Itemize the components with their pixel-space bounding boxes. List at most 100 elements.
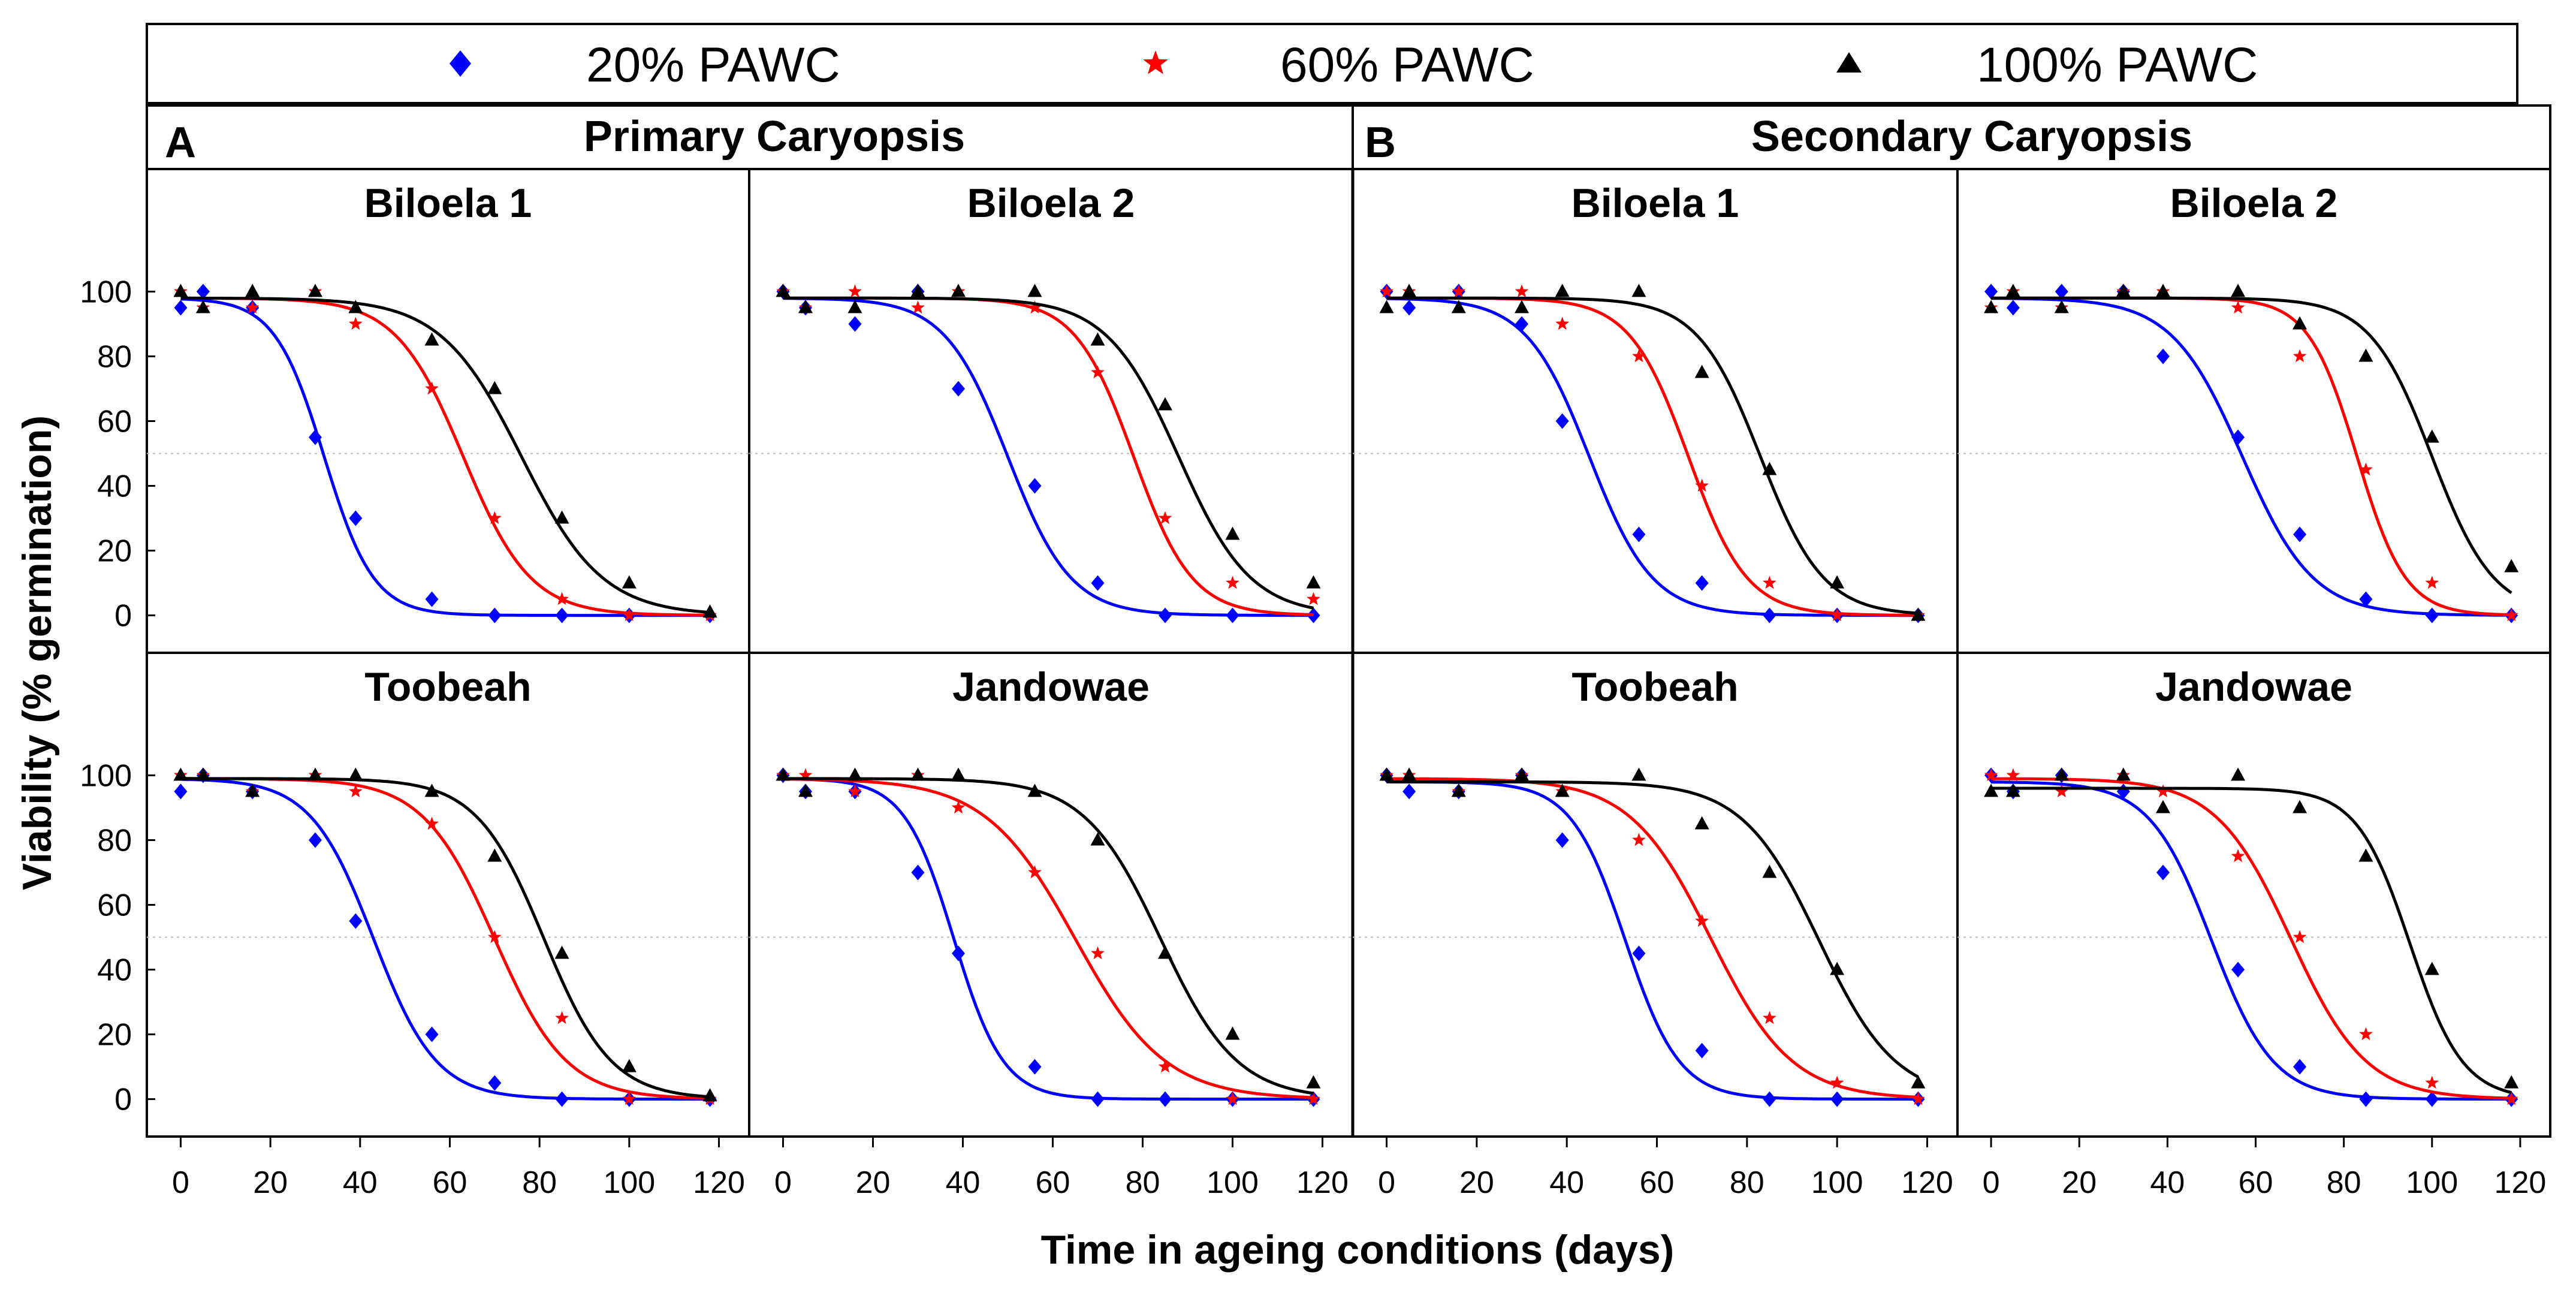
data-point-20-pawc	[2156, 348, 2170, 364]
x-tick-label: 80	[1126, 1165, 1160, 1200]
x-tick-label: 40	[946, 1165, 981, 1200]
data-point-100-pawc	[1027, 284, 1042, 297]
data-point-20-pawc	[174, 300, 188, 316]
data-point-100-pawc	[487, 381, 502, 394]
data-point-60-pawc	[848, 784, 862, 798]
y-axis-title: Viability (% germination)	[14, 415, 60, 890]
data-point-20-pawc	[1984, 284, 1998, 300]
data-point-100-pawc	[1762, 864, 1777, 878]
data-point-60-pawc	[2231, 849, 2245, 863]
data-point-60-pawc	[622, 608, 637, 622]
data-point-60-pawc	[2504, 608, 2518, 622]
data-point-60-pawc	[2231, 300, 2245, 314]
data-point-20-pawc	[1402, 300, 1416, 316]
y-tick-label: 20	[97, 1018, 132, 1053]
x-tick-label: 20	[856, 1165, 891, 1200]
fit-curve-20-pawc	[783, 777, 1314, 1101]
data-point-60-pawc	[2504, 1092, 2518, 1105]
fit-curve-100-pawc	[783, 296, 1314, 610]
x-tick-label: 60	[2239, 1165, 2273, 1200]
data-point-60-pawc	[555, 1011, 569, 1024]
data-point-100-pawc	[1451, 300, 1466, 314]
data-point-60-pawc	[1632, 349, 1646, 363]
data-point-60-pawc	[2293, 930, 2307, 944]
data-point-100-pawc	[1090, 832, 1105, 846]
fit-curve-60-pawc	[783, 296, 1314, 616]
data-point-100-pawc	[622, 575, 637, 589]
x-axis-title: Time in ageing conditions (days)	[1041, 1227, 1675, 1273]
data-point-60-pawc	[2006, 768, 2020, 782]
data-point-100-pawc	[951, 767, 966, 781]
data-point-100-pawc	[1984, 300, 1999, 314]
y-tick-label: 60	[97, 404, 132, 439]
data-point-100-pawc	[847, 767, 862, 781]
x-axis: 0 20 40 60 80 100 120 0 20 40 60 80 100 120 0 20 40 60 80 1…	[172, 1137, 2546, 1200]
data-point-100-pawc	[1911, 1075, 1926, 1089]
data-point-60-pawc	[425, 816, 439, 830]
legend-label-20: 20% PAWC	[586, 38, 840, 92]
data-point-20-pawc	[174, 783, 188, 800]
data-point-60-pawc	[798, 768, 813, 782]
section-letter-b: B	[1365, 119, 1396, 167]
x-tick-label: 0	[172, 1165, 189, 1200]
data-point-60-pawc	[1380, 284, 1393, 298]
data-point-100-pawc	[1830, 962, 1845, 975]
data-point-100-pawc	[1830, 575, 1845, 589]
data-point-20-pawc	[848, 316, 862, 332]
data-point-20-pawc	[1555, 832, 1569, 848]
data-point-100-pawc	[1225, 526, 1240, 540]
data-point-100-pawc	[2005, 783, 2020, 797]
data-point-100-pawc	[348, 767, 363, 781]
data-point-100-pawc	[2504, 559, 2519, 572]
data-point-100-pawc	[622, 1059, 637, 1072]
y-tick-label: 40	[97, 953, 132, 988]
data-point-100-pawc	[554, 510, 569, 524]
section-header-a-box	[146, 104, 1354, 170]
data-point-20-pawc	[555, 607, 569, 623]
data-point-100-pawc	[1158, 945, 1172, 959]
data-point-100-pawc	[195, 767, 210, 781]
data-point-60-pawc	[1307, 1092, 1320, 1105]
data-point-100-pawc	[1306, 1075, 1321, 1089]
data-point-20-pawc	[1695, 575, 1709, 591]
data-point-60-pawc	[1763, 1011, 1776, 1024]
data-point-60-pawc	[1226, 1092, 1239, 1105]
x-tick-label: 40	[343, 1165, 378, 1200]
data-point-60-pawc	[2425, 1075, 2439, 1089]
data-point-20-pawc	[425, 1026, 439, 1042]
data-point-100-pawc	[307, 284, 322, 297]
data-point-60-pawc	[2055, 784, 2069, 798]
data-point-20-pawc	[2425, 1091, 2439, 1107]
legend-diamond-marker	[450, 50, 471, 77]
data-point-20-pawc	[1028, 1059, 1042, 1075]
data-point-20-pawc	[911, 864, 925, 881]
data-point-60-pawc	[1158, 1059, 1172, 1073]
data-point-100-pawc	[1225, 1026, 1240, 1040]
data-point-60-pawc	[1158, 511, 1172, 525]
data-point-60-pawc	[348, 317, 363, 330]
legend-box	[146, 23, 2518, 104]
panel-primary-biloela-2: Biloela 2	[749, 180, 1353, 623]
data-point-60-pawc	[1695, 478, 1709, 492]
data-point-20-pawc	[2231, 962, 2245, 978]
data-point-20-pawc	[2055, 284, 2068, 300]
fit-curve-100-pawc	[1991, 296, 2512, 595]
data-point-60-pawc	[487, 930, 502, 944]
data-point-60-pawc	[1028, 300, 1042, 314]
data-point-20-pawc	[308, 832, 322, 848]
x-tick-label: 20	[1459, 1165, 1494, 1200]
data-point-20-pawc	[308, 429, 322, 445]
x-tick-label: 100	[1811, 1165, 1863, 1200]
data-point-100-pawc	[173, 284, 188, 297]
data-point-100-pawc	[173, 767, 188, 781]
data-point-100-pawc	[487, 848, 502, 862]
x-tick-label: 100	[2406, 1165, 2458, 1200]
data-point-100-pawc	[2424, 962, 2439, 975]
x-tick-label: 80	[522, 1165, 557, 1200]
y-tick-label: 0	[114, 1083, 132, 1117]
data-point-60-pawc	[1515, 284, 1529, 298]
panel-title: Jandowae	[2155, 664, 2352, 710]
panel-primary-jandowae: Jandowae	[749, 664, 1353, 1107]
data-point-100-pawc	[702, 1088, 717, 1102]
fit-curve-60-pawc	[1386, 296, 1919, 617]
